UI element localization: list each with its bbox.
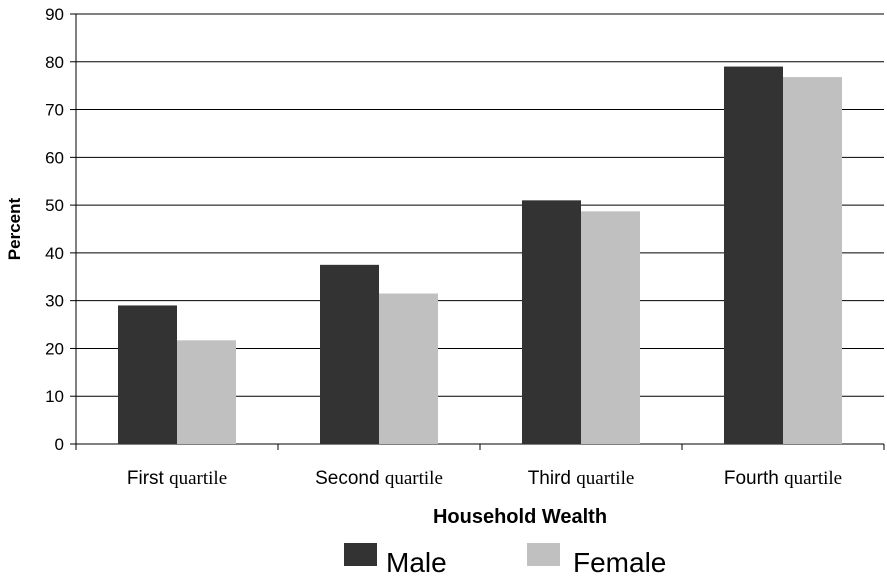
x-tick-label-lead: Second bbox=[315, 468, 379, 489]
y-tick-label-80: 80 bbox=[45, 53, 64, 72]
x-tick-label-rest: quartile bbox=[576, 468, 634, 489]
y-tick-label-30: 30 bbox=[45, 292, 64, 311]
y-tick-label-20: 20 bbox=[45, 339, 64, 358]
y-tick-label-50: 50 bbox=[45, 196, 64, 215]
y-tick-label-0: 0 bbox=[55, 435, 64, 454]
x-tick-label-lead: First bbox=[127, 468, 165, 489]
x-tick-label-lead: Third bbox=[528, 468, 571, 489]
bar-male-1 bbox=[320, 264, 379, 444]
y-tick-label-40: 40 bbox=[45, 244, 64, 263]
x-tick-label-1: Second quartile bbox=[315, 468, 443, 489]
x-tick-label-rest: quartile bbox=[169, 468, 227, 489]
x-axis-label: Household Wealth bbox=[433, 506, 607, 528]
y-axis-label: Percent bbox=[5, 197, 24, 260]
x-tick-label-rest: quartile bbox=[385, 468, 443, 489]
x-tick-label-2: Third quartile bbox=[528, 468, 635, 489]
y-tick-label-10: 10 bbox=[45, 387, 64, 406]
x-tick-label-0: First quartile bbox=[127, 468, 227, 489]
bar-male-3 bbox=[724, 66, 783, 445]
legend-label-male: Male bbox=[386, 547, 447, 578]
bar-female-0 bbox=[177, 340, 236, 444]
x-tick-label-3: Fourth quartile bbox=[724, 468, 842, 489]
x-tick-label-rest: quartile bbox=[784, 468, 842, 489]
bar-female-3 bbox=[783, 77, 842, 445]
y-tick-label-60: 60 bbox=[45, 148, 64, 167]
bar-male-0 bbox=[118, 305, 177, 444]
legend-swatch-female bbox=[527, 543, 560, 566]
legend-swatch-male bbox=[344, 543, 377, 566]
y-tick-label-70: 70 bbox=[45, 101, 64, 120]
bar-male-2 bbox=[522, 200, 581, 444]
legend-label-female: Female bbox=[573, 547, 666, 578]
y-tick-label-90: 90 bbox=[45, 5, 64, 24]
bar-female-2 bbox=[581, 211, 640, 444]
bar-female-1 bbox=[379, 293, 438, 444]
x-tick-label-lead: Fourth bbox=[724, 468, 779, 489]
